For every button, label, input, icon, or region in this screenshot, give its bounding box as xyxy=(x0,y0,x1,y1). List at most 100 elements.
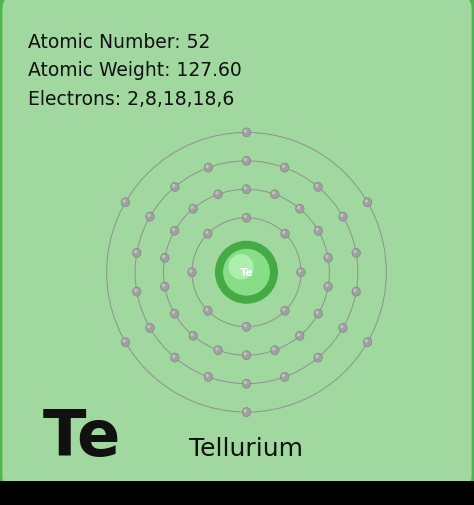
Circle shape xyxy=(170,310,179,319)
Circle shape xyxy=(365,339,368,343)
Circle shape xyxy=(134,289,137,292)
Circle shape xyxy=(206,165,209,169)
Circle shape xyxy=(244,409,247,413)
Circle shape xyxy=(147,214,150,218)
Circle shape xyxy=(339,213,347,222)
Circle shape xyxy=(189,332,198,341)
Bar xyxy=(0,481,474,505)
Circle shape xyxy=(271,190,279,199)
Circle shape xyxy=(242,351,251,360)
Circle shape xyxy=(206,374,209,378)
Circle shape xyxy=(353,289,356,292)
Circle shape xyxy=(314,310,323,319)
Circle shape xyxy=(162,284,165,287)
Circle shape xyxy=(242,408,251,417)
Circle shape xyxy=(295,205,304,214)
Circle shape xyxy=(242,157,251,166)
Circle shape xyxy=(325,256,328,259)
Circle shape xyxy=(133,249,141,258)
Circle shape xyxy=(172,228,175,232)
Circle shape xyxy=(191,333,193,336)
Ellipse shape xyxy=(228,255,264,291)
Circle shape xyxy=(340,214,343,218)
Circle shape xyxy=(340,325,343,329)
Text: Te: Te xyxy=(239,268,254,278)
Circle shape xyxy=(352,249,360,258)
Circle shape xyxy=(242,185,251,194)
Circle shape xyxy=(123,200,126,204)
Circle shape xyxy=(315,355,319,359)
Circle shape xyxy=(280,164,289,173)
FancyBboxPatch shape xyxy=(2,0,472,488)
Circle shape xyxy=(363,198,372,208)
Circle shape xyxy=(172,355,175,359)
Circle shape xyxy=(215,347,219,351)
Circle shape xyxy=(244,324,247,328)
Circle shape xyxy=(314,354,322,363)
Text: Electrons: 2,8,18,18,6: Electrons: 2,8,18,18,6 xyxy=(28,89,235,109)
Circle shape xyxy=(244,244,247,247)
Text: Te: Te xyxy=(43,406,121,468)
Circle shape xyxy=(161,254,169,263)
Circle shape xyxy=(314,227,323,236)
Circle shape xyxy=(134,250,137,254)
Circle shape xyxy=(271,346,279,355)
Circle shape xyxy=(214,190,222,199)
Circle shape xyxy=(189,270,192,273)
Circle shape xyxy=(244,296,247,299)
Circle shape xyxy=(242,242,251,251)
Ellipse shape xyxy=(228,255,254,280)
Circle shape xyxy=(297,268,305,277)
Circle shape xyxy=(133,287,141,296)
Circle shape xyxy=(205,231,209,235)
Circle shape xyxy=(215,192,219,195)
Circle shape xyxy=(171,354,179,363)
Circle shape xyxy=(316,228,319,232)
Circle shape xyxy=(146,324,154,333)
Text: Atomic Number: 52: Atomic Number: 52 xyxy=(28,33,211,52)
Circle shape xyxy=(204,230,212,239)
Circle shape xyxy=(298,270,301,273)
Circle shape xyxy=(244,352,247,356)
Circle shape xyxy=(146,213,154,222)
Circle shape xyxy=(244,130,247,134)
Circle shape xyxy=(244,159,247,162)
Circle shape xyxy=(324,282,332,291)
Text: Atomic Weight: 127.60: Atomic Weight: 127.60 xyxy=(28,61,242,80)
Circle shape xyxy=(205,308,209,312)
Circle shape xyxy=(297,333,300,336)
Circle shape xyxy=(242,323,251,332)
Circle shape xyxy=(147,325,150,329)
Circle shape xyxy=(242,294,251,304)
Circle shape xyxy=(352,287,360,296)
Circle shape xyxy=(295,332,304,341)
Circle shape xyxy=(365,200,368,204)
Circle shape xyxy=(244,381,247,384)
Circle shape xyxy=(325,284,328,287)
Circle shape xyxy=(363,338,372,347)
Circle shape xyxy=(315,184,319,188)
Circle shape xyxy=(161,282,169,291)
Circle shape xyxy=(242,214,251,223)
Circle shape xyxy=(121,338,130,347)
Circle shape xyxy=(170,227,179,236)
Circle shape xyxy=(339,324,347,333)
Circle shape xyxy=(281,230,289,239)
Circle shape xyxy=(353,250,356,254)
Circle shape xyxy=(188,268,196,277)
Circle shape xyxy=(172,184,175,188)
Circle shape xyxy=(282,374,285,378)
Circle shape xyxy=(191,206,193,210)
Circle shape xyxy=(244,215,247,219)
Circle shape xyxy=(214,346,222,355)
Circle shape xyxy=(272,192,275,195)
Circle shape xyxy=(204,373,213,382)
Text: Tellurium: Tellurium xyxy=(190,437,303,461)
Circle shape xyxy=(204,164,213,173)
Circle shape xyxy=(162,256,165,259)
Circle shape xyxy=(272,347,275,351)
Circle shape xyxy=(242,129,251,138)
Circle shape xyxy=(244,187,247,190)
Circle shape xyxy=(281,307,289,316)
Circle shape xyxy=(121,198,130,208)
